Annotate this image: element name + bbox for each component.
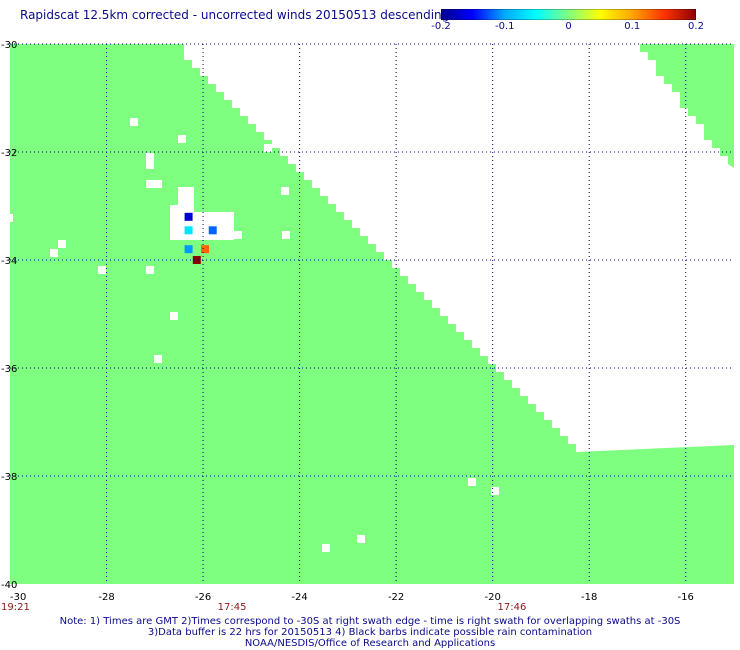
no-data-cell xyxy=(357,535,365,543)
no-data-cell xyxy=(282,231,290,239)
no-data-region xyxy=(180,44,734,452)
y-tick-label: -30 xyxy=(1,40,17,51)
no-data-cell xyxy=(170,312,178,320)
colorbar-tick-label: -0.1 xyxy=(494,21,515,32)
no-data-cell xyxy=(468,478,476,486)
no-data-cell xyxy=(178,135,186,143)
no-data-cell xyxy=(234,231,242,239)
no-data-cell xyxy=(58,240,66,248)
x-tick-label: -16 xyxy=(678,592,694,603)
chart-title: Rapidscat 12.5km corrected - uncorrected… xyxy=(20,8,450,22)
no-data-cell xyxy=(178,187,194,212)
no-data-cell xyxy=(491,487,499,495)
x-tick-label: -30 xyxy=(10,592,26,603)
no-data-cell xyxy=(5,214,13,222)
footnote-line-1: Note: 1) Times are GMT 2)Times correspon… xyxy=(59,616,681,627)
colorbar xyxy=(441,9,696,20)
footnote-line-2: 3)Data buffer is 22 hrs for 20150513 4) … xyxy=(147,627,593,638)
x-tick-label: -22 xyxy=(388,592,404,603)
x-tick-label: -28 xyxy=(98,592,114,603)
second-swath xyxy=(640,44,734,168)
y-tick-label: -32 xyxy=(1,148,17,159)
no-data-cell xyxy=(549,385,557,393)
y-tick-label: -38 xyxy=(1,472,17,483)
footnotes: Note: 1) Times are GMT 2)Times correspon… xyxy=(0,616,740,649)
y-tick-label: -34 xyxy=(1,256,17,267)
no-data-cell xyxy=(50,249,58,257)
x-tick-label: -24 xyxy=(291,592,307,603)
no-data-cell xyxy=(130,118,138,126)
no-data-cell xyxy=(98,266,106,274)
footnote-line-3: NOAA/NESDIS/Office of Research and Appli… xyxy=(244,638,496,649)
no-data-cell xyxy=(146,161,154,169)
no-data-cell xyxy=(154,355,162,363)
no-data-cell xyxy=(146,180,154,188)
no-data-cell xyxy=(264,144,272,152)
no-data-cell xyxy=(281,187,289,195)
y-tick-label: -36 xyxy=(1,364,17,375)
no-data-cell xyxy=(154,180,162,188)
no-data-cell xyxy=(146,153,154,161)
time-label: 17:45 xyxy=(218,602,247,613)
colorbar-tick-label: 0.2 xyxy=(688,21,704,32)
anomaly-cell xyxy=(184,226,193,235)
x-tick-label: -18 xyxy=(581,592,597,603)
colorbar-tick-label: 0.1 xyxy=(624,21,641,32)
colorbar-gradient xyxy=(441,9,696,20)
no-data-cell xyxy=(170,205,178,213)
time-label: 17:46 xyxy=(498,602,527,613)
no-data-cell xyxy=(146,266,154,274)
time-label: 19:21 xyxy=(1,602,30,613)
colorbar-tick-label: -0.2 xyxy=(431,21,451,32)
no-data-cell xyxy=(322,544,330,552)
colorbar-tick-label: 0 xyxy=(565,21,572,32)
y-tick-label: -40 xyxy=(1,580,17,591)
anomaly-cell xyxy=(184,245,193,254)
no-data-cell xyxy=(170,212,234,240)
anomaly-cell xyxy=(200,245,209,254)
anomaly-cell xyxy=(192,256,201,264)
x-tick-label: -26 xyxy=(195,592,211,603)
anomaly-cell xyxy=(184,212,193,221)
anomaly-cell xyxy=(208,226,217,235)
x-tick-label: -20 xyxy=(484,592,500,603)
